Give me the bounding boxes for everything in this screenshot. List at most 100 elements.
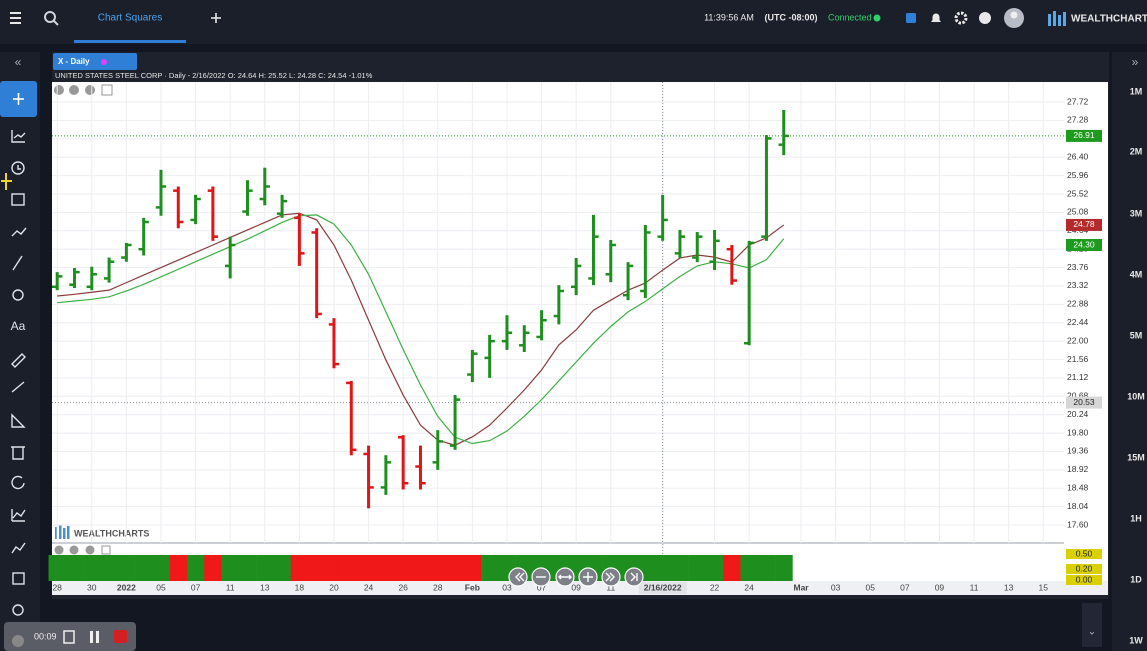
timeframe[interactable]: 4M	[1130, 269, 1143, 279]
timeframe-panel	[1112, 52, 1147, 651]
timeframe[interactable]: 3M	[1130, 208, 1143, 218]
pane-buttons[interactable]	[54, 84, 113, 555]
y-tick-label: 18.92	[1067, 464, 1089, 474]
alerts-button[interactable]	[931, 13, 941, 23]
y-tick-label: 20.24	[1067, 409, 1089, 419]
indicator-cell	[411, 555, 430, 581]
chart-tab-dot	[101, 59, 107, 65]
indicator-cell	[48, 555, 67, 581]
x-tick-label: 30	[87, 582, 97, 592]
indicator-cell	[290, 555, 309, 581]
x-tick-label: 2022	[117, 582, 136, 592]
recorder-pause[interactable]	[90, 631, 99, 643]
x-tick-label: 11	[226, 582, 235, 592]
indicator-cell	[308, 555, 326, 581]
timeframe[interactable]: 1M	[1130, 86, 1143, 96]
crosshair-date-box	[638, 582, 687, 594]
x-tick-label: 07	[900, 582, 910, 592]
indicator-header	[52, 543, 1064, 553]
crosshair-icon	[13, 93, 24, 105]
price-axis	[1064, 82, 1108, 581]
y-tick-label: 26.40	[1067, 151, 1089, 161]
indicator-cell	[757, 555, 776, 581]
y-tick-label: 27.72	[1067, 96, 1089, 106]
timeframe[interactable]: 1H	[1130, 513, 1142, 523]
indicator-label: 0.00	[1076, 574, 1093, 584]
indicator-cell	[688, 555, 707, 581]
price-marker-label: 26.91	[1073, 130, 1095, 140]
moving-average	[57, 212, 785, 446]
x-tick-label: 09	[935, 582, 945, 592]
x-tick-label: 22	[710, 582, 720, 592]
indicator-cell	[169, 555, 188, 581]
x-tick-label: 28	[433, 582, 443, 592]
indicator-cell	[273, 555, 292, 581]
timezone[interactable]: (UTC -08:00)	[764, 12, 817, 22]
menu-button[interactable]	[10, 12, 21, 24]
tab-underline	[74, 40, 186, 43]
x-tick-label: 2/16/2022	[644, 582, 682, 592]
x-tick-label: 26	[398, 582, 408, 592]
navigation-buttons[interactable]	[508, 567, 644, 587]
text-tool[interactable]: Aa	[11, 319, 26, 333]
indicator-cell	[481, 555, 499, 581]
y-tick-label: 19.80	[1067, 427, 1089, 437]
indicator-cell	[83, 555, 101, 581]
search-button[interactable]	[44, 11, 59, 26]
chart-tab-label: X - Daily	[58, 57, 90, 66]
indicator-cell	[342, 555, 361, 581]
symbol-info: UNITED STATES STEEL CORP · Daily - 2/16/…	[55, 71, 373, 80]
timeframe[interactable]: 2M	[1130, 146, 1143, 156]
cursor	[1, 173, 12, 190]
y-tick-label: 23.32	[1067, 280, 1089, 290]
chart-tab[interactable]	[53, 53, 137, 70]
add-tab-button[interactable]	[211, 13, 221, 23]
recorder-stop[interactable]	[114, 630, 127, 643]
scroll-button[interactable]	[1082, 603, 1102, 647]
y-tick-label: 17.60	[1067, 519, 1089, 529]
indicator-cell	[204, 555, 222, 581]
save-button[interactable]	[906, 13, 916, 23]
recorder-delete[interactable]	[63, 630, 75, 644]
tab[interactable]: Chart Squares	[98, 13, 162, 24]
indicator-cell	[446, 555, 465, 581]
price-marker	[1066, 396, 1102, 409]
y-tick-label: 21.56	[1067, 354, 1089, 364]
y-tick-label: 20.68	[1067, 391, 1089, 401]
expand-icon[interactable]: »	[1132, 55, 1139, 69]
price-marker	[1066, 129, 1102, 142]
x-tick-label: 24	[364, 582, 374, 592]
indicator-cell	[463, 555, 482, 581]
y-tick-label: 22.00	[1067, 335, 1089, 345]
timeframe[interactable]: 1D	[1130, 574, 1142, 584]
timeframe[interactable]: 10M	[1127, 391, 1145, 401]
timeframe-list: 1M 2M 3M 4M 5M 10M 15M 1H 1D 1W	[1127, 86, 1145, 645]
indicator-cell	[359, 555, 378, 581]
status-dot	[873, 14, 881, 22]
timeframe[interactable]: 1W	[1129, 635, 1143, 645]
indicator-cell	[429, 555, 447, 581]
indicator-cell	[117, 555, 136, 581]
scroll-icon: ⌄	[1088, 627, 1096, 638]
settings-button[interactable]	[954, 11, 968, 25]
watermark: WEALTHCHARTS	[74, 528, 149, 538]
indicator-cell	[723, 555, 741, 581]
recorder	[4, 622, 136, 651]
indicator-label-box	[1066, 564, 1102, 574]
timeframe[interactable]: 5M	[1130, 330, 1143, 340]
y-tick-label: 18.04	[1067, 501, 1089, 511]
x-tick-label: 09	[571, 582, 581, 592]
x-tick-label: 05	[156, 582, 166, 592]
tool-icons[interactable]	[11, 130, 27, 616]
x-tick-label: 15	[1039, 582, 1049, 592]
collapse-icon[interactable]: «	[15, 55, 22, 69]
timeframe[interactable]: 15M	[1127, 452, 1145, 462]
x-tick-label: Mar	[793, 582, 809, 592]
help-button[interactable]	[979, 12, 991, 24]
y-tick-label: 23.76	[1067, 262, 1089, 272]
indicator-label-box	[1066, 575, 1102, 585]
x-tick-label: 18	[295, 582, 305, 592]
indicator-cell	[152, 555, 170, 581]
navigation-icons	[515, 572, 638, 582]
y-tick-label: 27.28	[1067, 115, 1089, 125]
